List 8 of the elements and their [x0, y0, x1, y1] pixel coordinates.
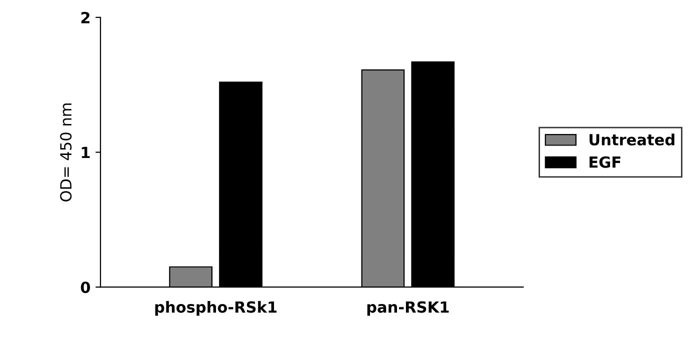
- y-tick-label: 1: [82, 146, 90, 158]
- legend-label: EGF: [590, 156, 620, 168]
- legend-label: Untreated: [590, 134, 674, 146]
- y-tick-label: 0: [80, 282, 90, 294]
- y-axis-title: OD= 450 nm: [60, 104, 72, 202]
- y-tick-label: 2: [81, 12, 90, 24]
- x-tick-label: pan-RSK1: [367, 301, 449, 316]
- x-tick-label: phospho-RSk1: [155, 300, 277, 316]
